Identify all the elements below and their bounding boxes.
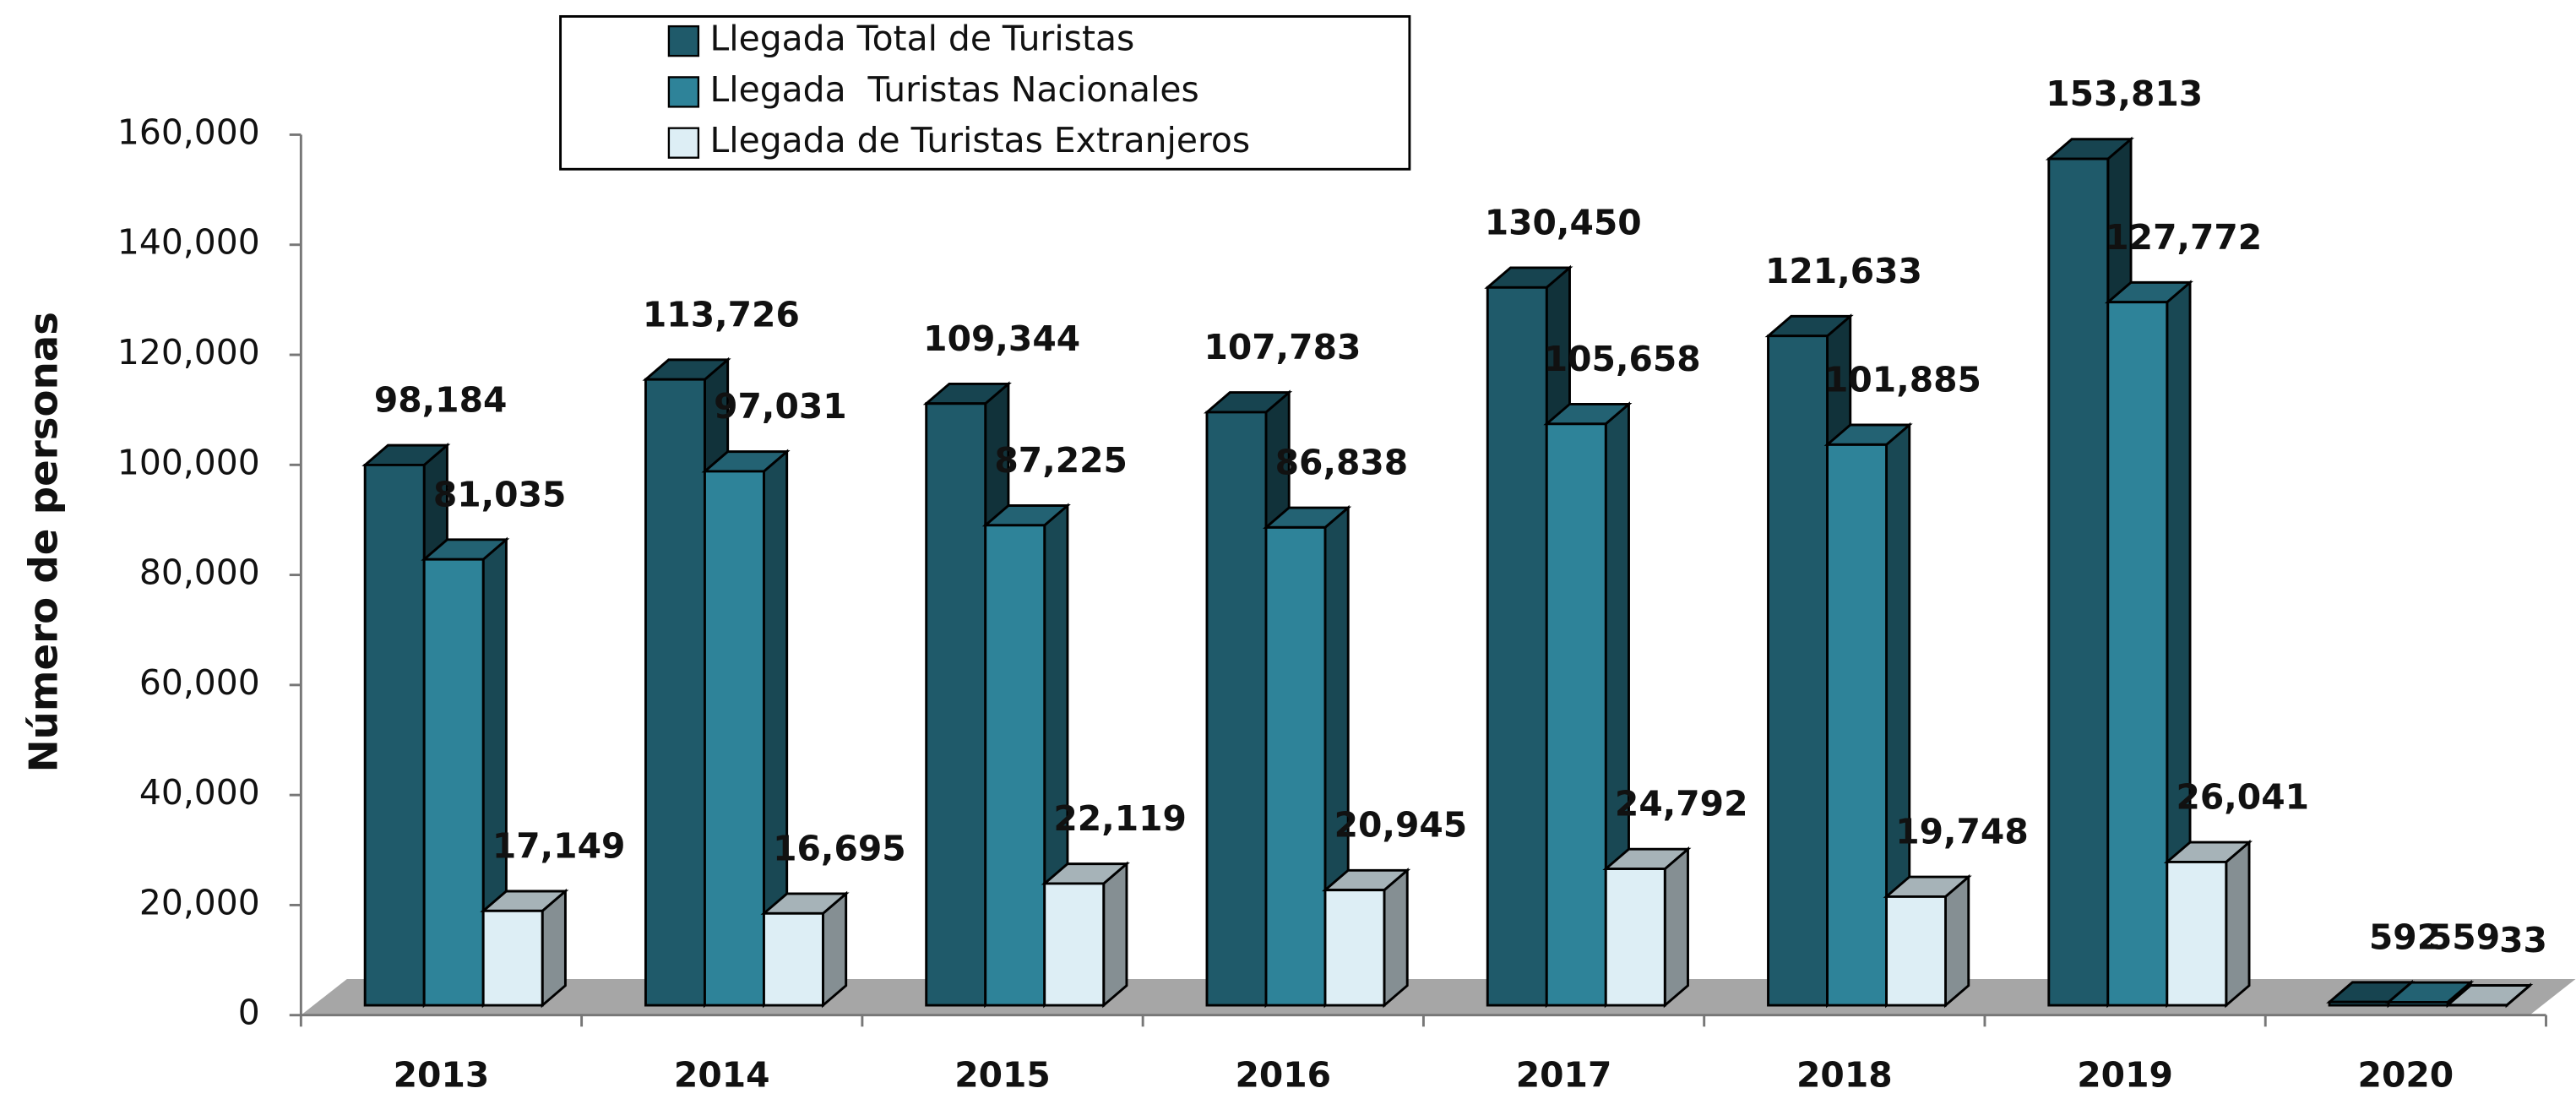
data-label: 127,772 bbox=[2105, 217, 2262, 258]
bar bbox=[1045, 864, 1127, 1005]
data-label: 101,885 bbox=[1824, 359, 1981, 400]
y-tick-label: 80,000 bbox=[139, 552, 260, 593]
bar bbox=[483, 891, 565, 1005]
x-tick-label: 2013 bbox=[394, 1055, 490, 1096]
data-label: 130,450 bbox=[1485, 202, 1642, 242]
bar-side bbox=[1665, 849, 1687, 1005]
bar-front bbox=[1887, 896, 1946, 1005]
bar bbox=[764, 894, 845, 1005]
x-tick-label: 2020 bbox=[2358, 1055, 2454, 1096]
legend-swatch bbox=[669, 77, 698, 106]
y-axis-label: Número de personas bbox=[21, 312, 67, 772]
y-tick-label: 0 bbox=[238, 993, 260, 1033]
data-label: 109,344 bbox=[923, 318, 1080, 359]
data-label: 81,035 bbox=[433, 474, 567, 514]
bar bbox=[1887, 877, 1969, 1005]
bar-front bbox=[424, 559, 483, 1005]
data-label: 86,838 bbox=[1275, 442, 1409, 482]
bar-front bbox=[1606, 869, 1665, 1005]
bar-side bbox=[2226, 842, 2249, 1005]
legend-swatch bbox=[669, 26, 698, 56]
bar-front bbox=[2329, 1002, 2389, 1005]
data-label: 121,633 bbox=[1765, 251, 1922, 291]
x-tick-label: 2019 bbox=[2077, 1055, 2173, 1096]
data-label: 17,149 bbox=[492, 825, 626, 866]
data-label: 98,184 bbox=[374, 380, 508, 421]
y-tick-label: 40,000 bbox=[139, 772, 260, 813]
bar-front bbox=[645, 379, 704, 1005]
bar-front bbox=[1487, 287, 1546, 1005]
data-label: 16,695 bbox=[773, 828, 906, 868]
bar-front bbox=[986, 525, 1045, 1005]
x-tick-label: 2015 bbox=[954, 1055, 1051, 1096]
y-tick-label: 100,000 bbox=[117, 442, 260, 482]
data-label: 87,225 bbox=[994, 440, 1128, 481]
data-label: 26,041 bbox=[2176, 777, 2309, 818]
data-label: 153,813 bbox=[2046, 73, 2203, 114]
bar-front bbox=[1045, 884, 1104, 1005]
y-tick-label: 140,000 bbox=[117, 222, 260, 263]
bar bbox=[1606, 849, 1687, 1005]
bar-front bbox=[1828, 444, 1887, 1005]
y-tick-label: 160,000 bbox=[117, 112, 260, 152]
bar-front bbox=[1325, 890, 1384, 1005]
bar bbox=[2167, 842, 2249, 1005]
bar-front bbox=[1546, 424, 1606, 1005]
bar-front bbox=[764, 913, 823, 1005]
bar-front bbox=[927, 404, 986, 1005]
legend-swatch bbox=[669, 128, 698, 158]
data-label: 113,726 bbox=[643, 294, 800, 335]
bar-front bbox=[365, 465, 424, 1005]
x-tick-label: 2017 bbox=[1516, 1055, 1612, 1096]
bar bbox=[1325, 870, 1407, 1005]
data-label: 20,945 bbox=[1334, 805, 1468, 846]
data-label: 107,783 bbox=[1204, 327, 1361, 367]
legend-label: Llegada Turistas Nacionales bbox=[710, 69, 1199, 110]
bar-front bbox=[1769, 336, 1828, 1005]
x-tick-label: 2018 bbox=[1796, 1055, 1893, 1096]
y-tick-label: 60,000 bbox=[139, 662, 260, 703]
data-label: 97,031 bbox=[714, 386, 847, 427]
y-tick-label: 120,000 bbox=[117, 332, 260, 373]
data-label: 105,658 bbox=[1544, 339, 1701, 379]
bar-front bbox=[704, 471, 764, 1005]
bar-front bbox=[483, 911, 542, 1005]
y-tick-label: 20,000 bbox=[139, 882, 260, 922]
x-tick-label: 2016 bbox=[1235, 1055, 1331, 1096]
bar-front bbox=[1207, 412, 1266, 1005]
bar-front bbox=[2167, 862, 2226, 1005]
x-tick-label: 2014 bbox=[674, 1055, 770, 1096]
bar-front bbox=[2108, 302, 2167, 1005]
bar-front bbox=[1266, 527, 1325, 1005]
bar-side bbox=[1104, 864, 1127, 1005]
data-label: 19,748 bbox=[1895, 812, 2029, 852]
bar-side bbox=[1946, 877, 1969, 1005]
legend-label: Llegada de Turistas Extranjeros bbox=[710, 120, 1251, 160]
data-label: 559 bbox=[2428, 917, 2500, 958]
bar-side bbox=[1384, 870, 1407, 1005]
data-label: 24,792 bbox=[1615, 784, 1748, 824]
bar-front bbox=[2389, 1002, 2448, 1005]
bar-front bbox=[2049, 159, 2108, 1005]
data-label: 33 bbox=[2499, 920, 2547, 960]
data-label: 22,119 bbox=[1053, 798, 1187, 839]
legend-label: Llegada Total de Turistas bbox=[710, 19, 1135, 59]
